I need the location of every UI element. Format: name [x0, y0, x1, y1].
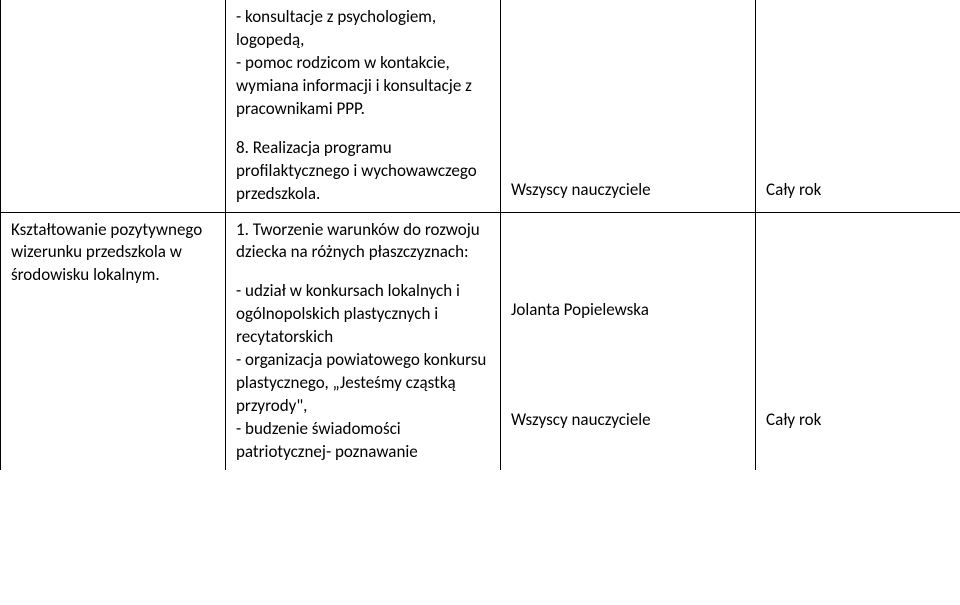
text-block: 8. Realizacja programu profilaktycznego …	[236, 137, 490, 206]
spacer	[511, 321, 745, 409]
spacer	[236, 121, 490, 137]
spacer	[766, 219, 950, 409]
text-block: 1. Tworzenie warunków do rozwoju dziecka…	[236, 219, 490, 265]
cell-r2c3: Jolanta Popielewska Wszyscy nauczyciele	[501, 212, 756, 470]
text-block: Jolanta Popielewska	[511, 299, 745, 322]
cell-r2c4: Cały rok	[756, 212, 960, 470]
text-block: - budzenie świadomości patriotycznej- po…	[236, 418, 490, 464]
cell-r2c2: 1. Tworzenie warunków do rozwoju dziecka…	[226, 212, 501, 470]
text-block: - konsultacje z psychologiem, logopedą,	[236, 6, 490, 52]
text-block: Wszyscy nauczyciele	[511, 179, 745, 202]
table-row: Kształtowanie pozytywnego wizerunku prze…	[1, 212, 960, 470]
text-block: - organizacja powiatowego konkursu plast…	[236, 349, 490, 418]
text-block: Wszyscy nauczyciele	[511, 409, 745, 432]
spacer	[511, 219, 745, 299]
text-block: Kształtowanie pozytywnego wizerunku prze…	[11, 219, 215, 288]
cell-r2c1: Kształtowanie pozytywnego wizerunku prze…	[1, 212, 226, 470]
cell-r1c1	[1, 0, 226, 212]
text-block: - pomoc rodzicom w kontakcie, wymiana in…	[236, 52, 490, 121]
cell-r1c3: Wszyscy nauczyciele	[501, 0, 756, 212]
cell-r1c4: Cały rok	[756, 0, 960, 212]
document-table: - konsultacje z psychologiem, logopedą, …	[0, 0, 960, 470]
text-block: Cały rok	[766, 179, 950, 202]
text-block: - udział w konkursach lokalnych i ogólno…	[236, 280, 490, 349]
table-row: - konsultacje z psychologiem, logopedą, …	[1, 0, 960, 212]
cell-r1c2: - konsultacje z psychologiem, logopedą, …	[226, 0, 501, 212]
text-block: Cały rok	[766, 409, 950, 432]
spacer	[236, 264, 490, 280]
